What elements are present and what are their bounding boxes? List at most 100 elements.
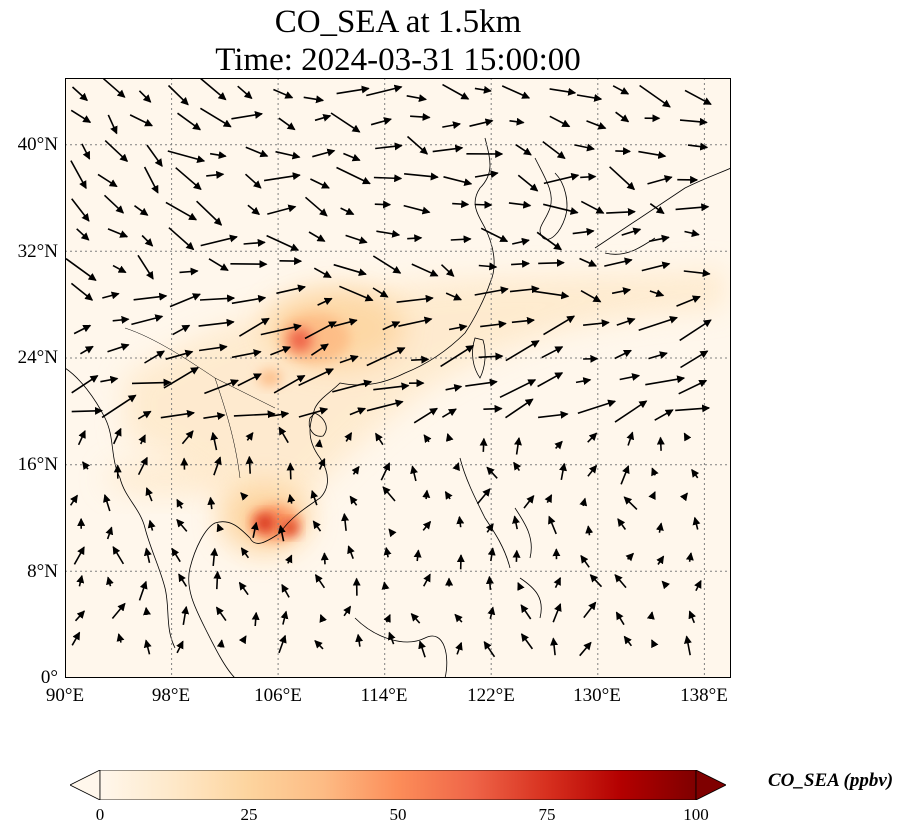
wind-arrow xyxy=(515,144,532,156)
wind-arrow xyxy=(71,86,88,102)
wind-arrow xyxy=(538,258,565,267)
wind-arrow xyxy=(445,292,463,301)
wind-arrow xyxy=(70,282,94,301)
wind-arrow xyxy=(284,554,293,564)
wind-arrow xyxy=(483,404,503,413)
wind-arrow xyxy=(611,287,632,295)
wind-arrow xyxy=(146,144,163,168)
colorbar xyxy=(70,770,726,800)
wind-arrow xyxy=(679,319,712,342)
wind-arrow xyxy=(199,294,236,303)
wind-arrow xyxy=(683,432,692,442)
wind-arrow xyxy=(575,377,592,385)
wind-arrow xyxy=(319,613,327,623)
wind-arrow xyxy=(691,468,700,479)
wind-arrow xyxy=(76,574,85,587)
wind-arrow xyxy=(648,491,656,501)
wind-arrow xyxy=(103,494,111,512)
wind-arrow xyxy=(511,259,530,268)
wind-arrow xyxy=(237,85,253,100)
wind-arrow xyxy=(661,580,670,590)
wind-arrow xyxy=(339,354,359,364)
lon-tick-122e: 122°E xyxy=(467,685,515,706)
wind-arrow xyxy=(198,343,228,352)
wind-arrow xyxy=(349,407,367,416)
wind-arrow xyxy=(410,112,431,121)
wind-arrow xyxy=(73,324,92,335)
wind-arrow xyxy=(538,410,569,419)
colorbar-tick-50: 50 xyxy=(389,805,407,824)
wind-arrow xyxy=(511,316,535,325)
wind-arrow xyxy=(71,631,81,646)
wind-arrow xyxy=(505,340,540,362)
wind-arrow xyxy=(372,287,389,298)
wind-arrow xyxy=(332,379,373,393)
wind-arrow xyxy=(501,85,531,99)
wind-arrow xyxy=(648,234,670,243)
lat-tick-8n: 8°N xyxy=(27,561,58,582)
wind-arrow xyxy=(651,467,659,477)
wind-arrow xyxy=(469,118,494,127)
wind-arrow xyxy=(443,176,473,187)
wind-arrow xyxy=(101,394,137,419)
colorbar-label: CO_SEA (ppbv) xyxy=(768,770,894,791)
wind-arrow xyxy=(536,231,563,251)
wind-arrow xyxy=(116,633,125,643)
wind-arrow xyxy=(314,573,326,589)
wind-arrow xyxy=(537,372,564,388)
wind-arrow xyxy=(373,382,410,391)
wind-arrow xyxy=(455,641,463,655)
wind-arrow xyxy=(579,641,592,657)
wind-arrow xyxy=(341,512,350,531)
wind-arrow xyxy=(442,121,461,130)
plot-subtitle-time: Time: 2024-03-31 15:00:00 xyxy=(215,42,581,78)
wind-arrow xyxy=(450,235,472,244)
wind-arrow xyxy=(625,552,635,562)
lat-tick-16n: 16°N xyxy=(17,454,58,475)
wind-arrow xyxy=(448,323,468,332)
wind-arrow xyxy=(684,89,712,106)
wind-arrow xyxy=(612,85,630,95)
wind-arrow xyxy=(452,200,470,209)
wind-arrow xyxy=(646,611,655,620)
wind-arrow xyxy=(308,231,326,242)
wind-arrow xyxy=(606,208,636,217)
wind-arrow xyxy=(614,400,648,423)
wind-arrow xyxy=(176,518,188,532)
wind-arrow xyxy=(679,117,708,126)
wind-arrow xyxy=(208,258,229,271)
wind-arrow xyxy=(298,368,335,387)
wind-arrow xyxy=(349,495,358,506)
wind-arrow xyxy=(375,142,403,151)
wind-arrow xyxy=(383,613,391,623)
wind-arrow xyxy=(370,117,392,126)
wind-arrow xyxy=(340,207,355,216)
wind-arrow xyxy=(552,603,562,623)
wind-arrow xyxy=(97,173,118,188)
wind-arrow xyxy=(81,143,91,160)
map-panel xyxy=(65,78,731,678)
wind-arrow xyxy=(407,234,423,243)
colorbar-tick-75: 75 xyxy=(538,805,556,824)
wind-arrow xyxy=(100,375,119,384)
wind-arrow xyxy=(576,93,603,102)
wind-arrow xyxy=(314,113,332,122)
lon-tick-114e: 114°E xyxy=(360,685,408,706)
wind-arrow xyxy=(169,293,201,308)
wind-arrow xyxy=(314,439,323,448)
wind-arrow xyxy=(266,234,300,251)
lon-tick-130e: 130°E xyxy=(573,685,621,706)
wind-arrow xyxy=(181,430,194,445)
wind-arrow xyxy=(310,343,329,356)
wind-arrow xyxy=(215,606,227,622)
wind-arrow xyxy=(638,315,678,331)
wind-arrow xyxy=(509,117,525,126)
wind-arrow xyxy=(320,552,329,565)
wind-arrow xyxy=(586,120,607,130)
wind-arrow xyxy=(559,462,567,481)
wind-arrow xyxy=(181,605,190,626)
wind-arrow xyxy=(105,526,114,540)
wind-arrow xyxy=(147,519,156,531)
wind-arrow xyxy=(137,254,154,280)
wind-arrow xyxy=(649,289,665,298)
